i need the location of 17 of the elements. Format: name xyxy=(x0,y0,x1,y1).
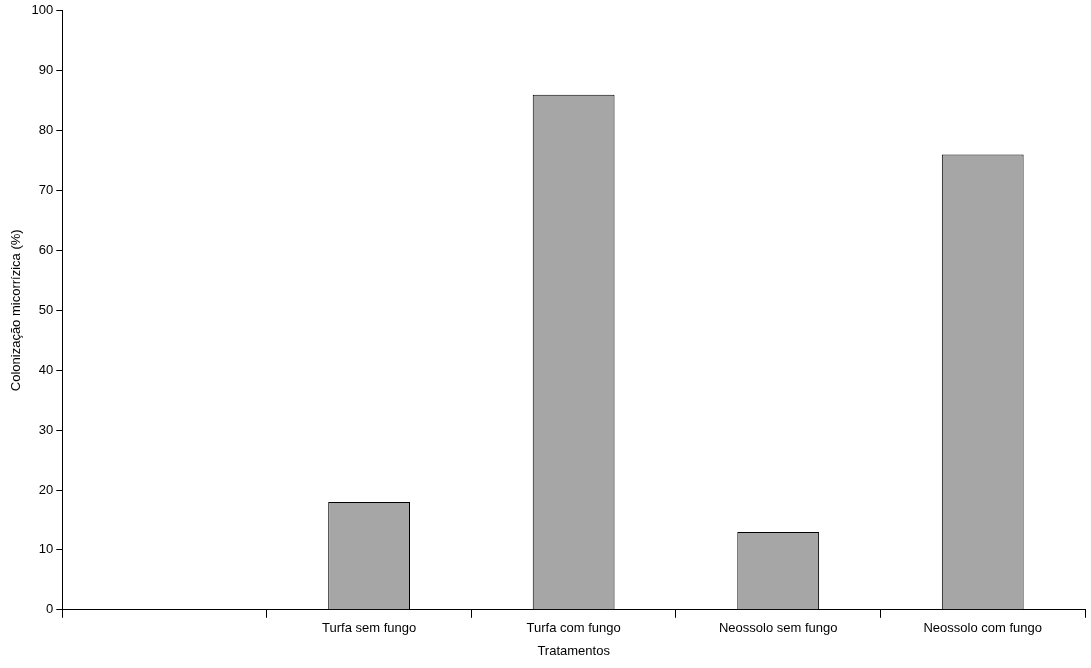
y-tick-label: 70 xyxy=(38,182,54,198)
x-tick-label: Turfa sem fungo xyxy=(322,620,417,636)
x-tick-label: Neossolo com fungo xyxy=(923,620,1042,636)
y-tick-label: 100 xyxy=(31,2,54,18)
y-tick-label: 0 xyxy=(46,601,54,617)
y-axis-title: Colonização micorrízica (%) xyxy=(8,229,24,392)
y-tick-label: 20 xyxy=(38,481,54,497)
y-tick-label: 90 xyxy=(38,62,54,78)
y-tick-label: 50 xyxy=(38,301,54,317)
y-tick-label: 60 xyxy=(38,241,54,257)
y-tick-label: 40 xyxy=(38,361,54,377)
x-axis-title: Tratamentos xyxy=(537,642,611,658)
y-tick-label: 10 xyxy=(38,541,54,557)
y-tick-label: 80 xyxy=(38,122,54,138)
x-tick-label: Turfa com fungo xyxy=(526,620,621,636)
x-tick-label: Neossolo sem fungo xyxy=(718,620,838,636)
y-tick-label: 30 xyxy=(38,421,54,437)
